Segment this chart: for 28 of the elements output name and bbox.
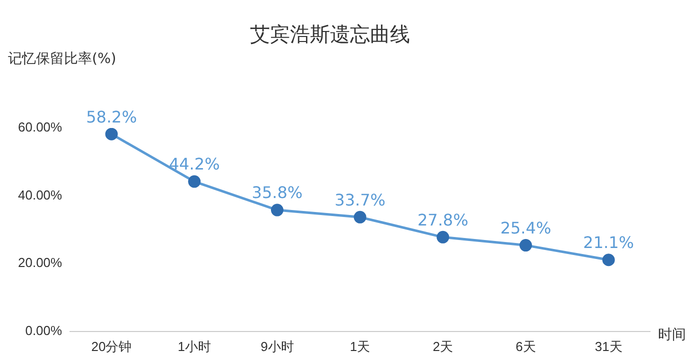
x-tick-label: 9小时 bbox=[260, 338, 294, 354]
point bbox=[354, 210, 366, 224]
point bbox=[188, 175, 201, 188]
x-tick-label: 2天 bbox=[432, 338, 454, 354]
y-tick-label: 0.00% bbox=[25, 322, 63, 338]
data-label: 44.2% bbox=[168, 154, 220, 174]
point bbox=[270, 204, 284, 216]
data-label: 35.8% bbox=[252, 183, 303, 202]
y-tick-label: 40.00% bbox=[18, 187, 63, 202]
x-tick-label: 1天 bbox=[350, 338, 370, 354]
x-tick-label: 31天 bbox=[594, 338, 622, 354]
data-label: 33.7% bbox=[334, 190, 386, 210]
point bbox=[105, 128, 118, 140]
x-tick-label: 1小时 bbox=[178, 338, 211, 354]
x-tick-label: 20分钟 bbox=[91, 338, 132, 354]
data-label: 58.2% bbox=[86, 107, 137, 126]
x-tick-label: 6天 bbox=[516, 338, 536, 354]
chart-title: 艾宾浩斯遗忘曲线 bbox=[250, 22, 410, 46]
data-label: 27.8% bbox=[417, 210, 468, 230]
data-label: 25.4% bbox=[500, 218, 552, 238]
y-tick-label: 20.00% bbox=[18, 255, 63, 270]
data-label: 21.1% bbox=[583, 233, 634, 252]
point bbox=[602, 254, 615, 266]
x-axis-title: 时间 bbox=[658, 326, 686, 344]
point bbox=[519, 239, 532, 252]
y-tick-label: 60.00% bbox=[18, 120, 63, 135]
y-axis-title: 记忆保留比率(%) bbox=[8, 50, 116, 68]
point bbox=[436, 230, 450, 244]
